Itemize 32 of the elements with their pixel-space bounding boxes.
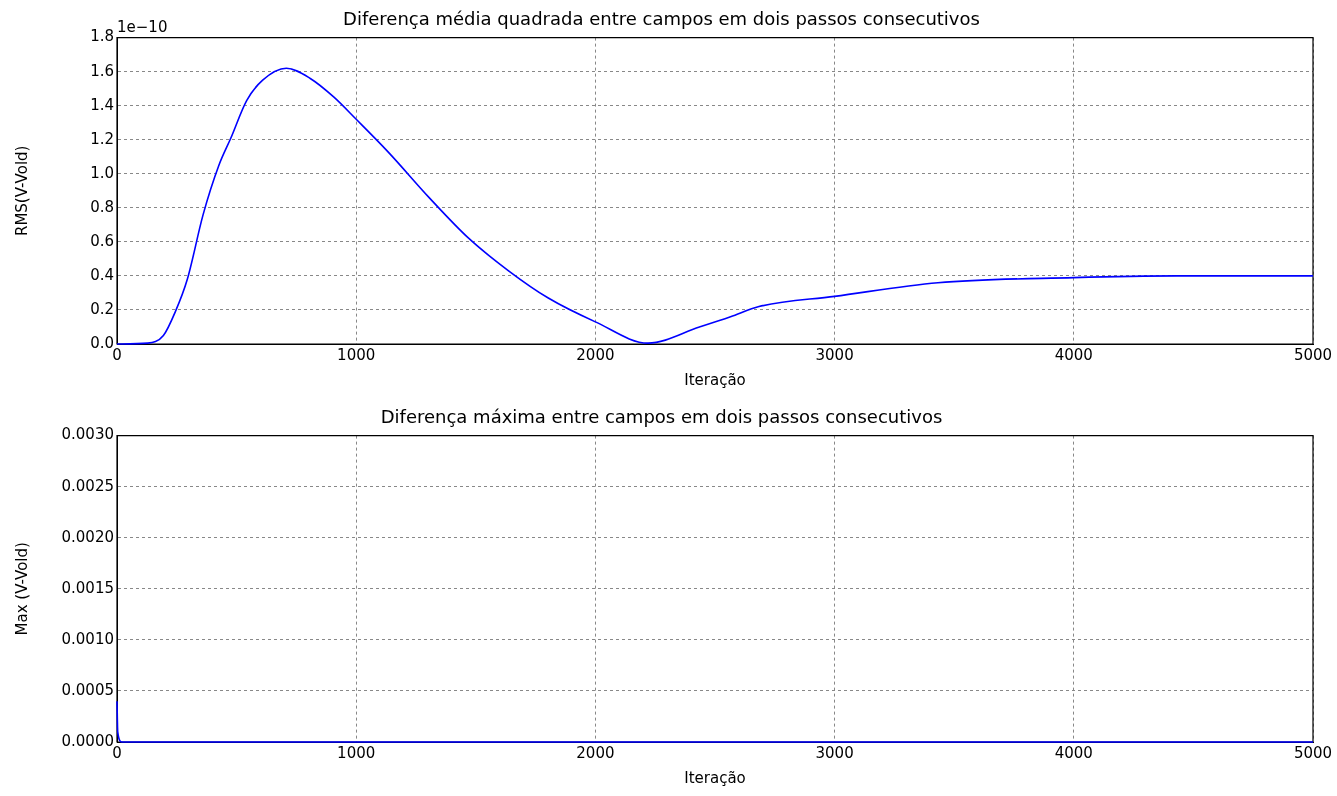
y-tick-label: 0.0015 <box>61 578 114 597</box>
x-tick-label: 2000 <box>576 743 615 762</box>
x-tick-label: 4000 <box>1054 345 1093 364</box>
text: 1e−10 <box>117 17 168 36</box>
y-tick-label: 0.0025 <box>61 476 114 495</box>
y-tick-label: 0.6 <box>90 231 114 250</box>
y-tick-label: 1.0 <box>90 163 114 182</box>
x-tick-label: 1000 <box>337 743 376 762</box>
y-tick-label: 0.2 <box>90 299 114 318</box>
x-tick-label: 2000 <box>576 345 615 364</box>
y-tick-label: 0.4 <box>90 265 114 284</box>
chart-title: Diferença máxima entre campos em dois passos consecutivos <box>380 406 943 428</box>
y-tick-label: 0.8 <box>90 197 114 216</box>
y-tick-label: 0.0020 <box>61 527 114 546</box>
x-tick-label: 4000 <box>1054 743 1093 762</box>
y-tick-label: 1.2 <box>90 129 114 148</box>
x-tick-label: 5000 <box>1293 743 1333 762</box>
y-tick-label: 0.0010 <box>61 629 114 648</box>
y-tick-label: 0.0005 <box>61 680 114 699</box>
x-tick-label: 3000 <box>815 345 854 364</box>
x-axis-title: Iteração <box>684 370 746 389</box>
y-axis-title: RMS(V-Vold) <box>12 145 31 237</box>
chart-title: Diferença média quadrada entre campos em dois passos consecutivos <box>343 8 980 30</box>
x-tick-label: 3000 <box>815 743 854 762</box>
y-tick-label: 0.0030 <box>61 425 114 444</box>
x-tick-label: 1000 <box>337 345 376 364</box>
x-tick-label: 5000 <box>1293 345 1333 364</box>
y-tick-label: 1.8 <box>90 27 114 46</box>
y-tick-label: 1.4 <box>90 95 114 114</box>
y-axis-title: Max (V-Vold) <box>12 542 31 636</box>
x-axis-title: Iteração <box>684 768 746 787</box>
y-tick-label: 1.6 <box>90 61 114 80</box>
